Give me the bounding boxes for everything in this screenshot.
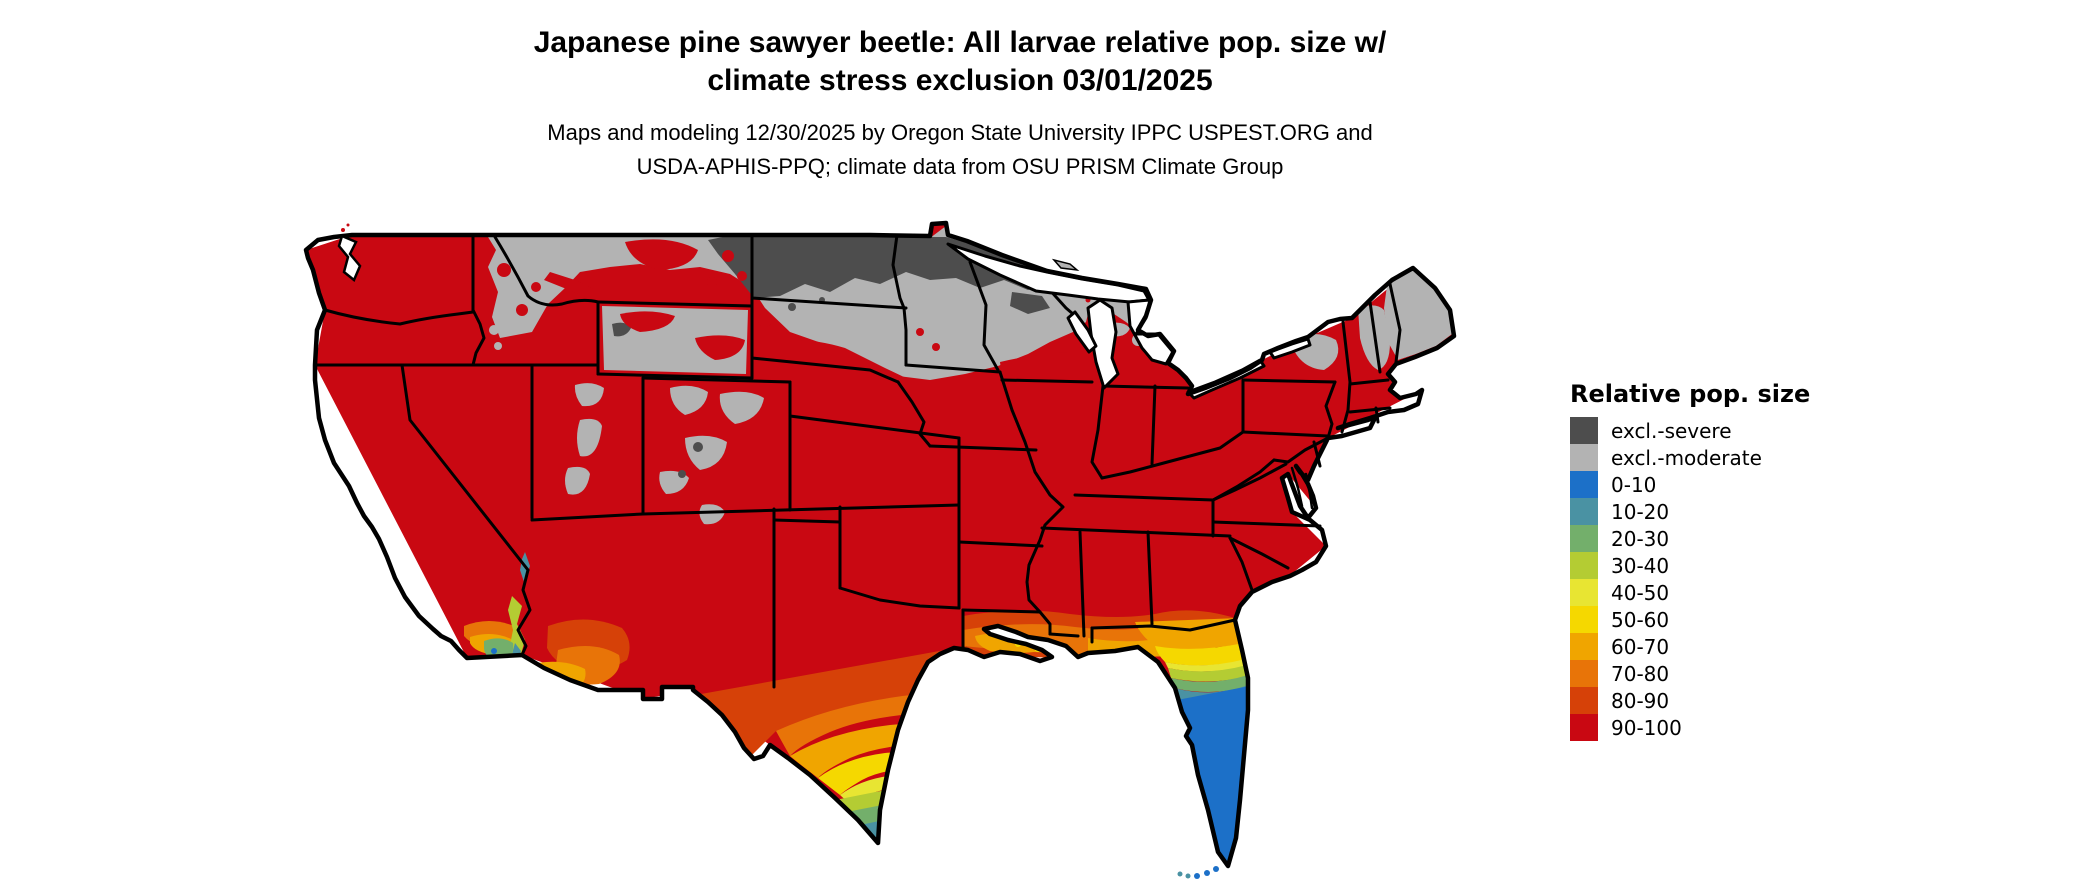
legend-swatch (1570, 498, 1598, 525)
region-fl-50-60 (1155, 643, 1246, 666)
san-juan-islands (341, 223, 350, 232)
region-excl-severe-wisconsin (1010, 292, 1050, 314)
legend-label: excl.-severe (1611, 418, 1732, 443)
region-fl-60-70 (1135, 618, 1244, 649)
legend-label: 70-80 (1611, 661, 1670, 686)
region-yuma-60-70 (528, 661, 586, 694)
legend-label: 0-10 (1611, 472, 1657, 497)
legend-swatch (1570, 417, 1598, 444)
region-tx-coast-50-60 (926, 716, 934, 724)
region-gray-utah-3 (565, 466, 590, 495)
legend-item: 20-30 (1570, 525, 1900, 552)
legend-swatch (1570, 633, 1598, 660)
legend-item: 10-20 (1570, 498, 1900, 525)
us-risk-map (230, 210, 1470, 890)
region-gray-oregon-2 (494, 342, 502, 350)
legend-items: excl.-severe excl.-moderate 0-10 10-20 20-30… (1570, 417, 1900, 741)
region-gray-colorado-2 (719, 391, 764, 424)
region-fl-20-30 (1171, 675, 1248, 693)
legend-swatch (1570, 552, 1598, 579)
subtitle-line-1: Maps and modeling 12/30/2025 by Oregon S… (547, 120, 1373, 145)
us-map-svg (303, 220, 1457, 879)
legend-title: Relative pop. size (1570, 380, 1811, 408)
legend-item: 40-50 (1570, 579, 1900, 606)
legend-label: 60-70 (1611, 634, 1670, 659)
puget-sound (337, 234, 362, 283)
legend-label: 20-30 (1611, 526, 1670, 551)
legend-swatch (1570, 714, 1598, 741)
map-subtitle: Maps and modeling 12/30/2025 by Oregon S… (230, 116, 1690, 184)
us-outline (303, 220, 1457, 869)
legend-item: 60-70 (1570, 633, 1900, 660)
region-fl-30-40 (1168, 665, 1248, 682)
legend-label: 40-50 (1611, 580, 1670, 605)
legend-swatch (1570, 471, 1598, 498)
legend-item: 30-40 (1570, 552, 1900, 579)
subtitle-line-2: USDA-APHIS-PPQ; climate data from OSU PR… (636, 154, 1284, 179)
legend-swatch (1570, 660, 1598, 687)
legend-label: 80-90 (1611, 688, 1670, 713)
legend: Relative pop. size excl.-severe excl.-mod… (1570, 380, 1900, 741)
legend-item: 80-90 (1570, 687, 1900, 714)
state-borders (313, 233, 1402, 689)
legend-label: excl.-moderate (1611, 445, 1762, 470)
region-gray-colorado-1 (670, 385, 708, 415)
legend-item: excl.-moderate (1570, 444, 1900, 471)
region-gray-utah-1 (574, 383, 604, 407)
region-severe-speck-3 (693, 442, 703, 452)
region-excl-severe-wyoming-spot (612, 322, 631, 337)
legend-item: 70-80 (1570, 660, 1900, 687)
region-tx-coast-70-80 (930, 662, 963, 690)
legend-label: 10-20 (1611, 499, 1670, 524)
legend-label: 30-40 (1611, 553, 1670, 578)
legend-item: 0-10 (1570, 471, 1900, 498)
legend-swatch (1570, 687, 1598, 714)
legend-item: 90-100 (1570, 714, 1900, 741)
region-imperial-0-10 (491, 648, 497, 654)
region-gray-maine (1384, 270, 1452, 360)
region-gray-utah-2 (577, 418, 602, 457)
map-title: Japanese pine sawyer beetle: All larvae … (230, 24, 1690, 100)
legend-item: 50-60 (1570, 606, 1900, 633)
florida-keys (1177, 866, 1219, 879)
legend-swatch (1570, 579, 1598, 606)
legend-swatch (1570, 444, 1598, 471)
green-bay (1066, 310, 1098, 354)
legend-swatch (1570, 525, 1598, 552)
region-tx-coast-60-70 (920, 692, 946, 714)
region-tx-0-10 (830, 825, 935, 866)
legend-label: 50-60 (1611, 607, 1670, 632)
region-severe-speck-1 (788, 303, 796, 311)
region-severe-speck-4 (678, 470, 686, 478)
legend-item: excl.-severe (1570, 417, 1900, 444)
region-tx-80-90 (690, 646, 967, 756)
region-gray-new-mexico (699, 504, 725, 525)
isle-royale (1051, 258, 1080, 272)
region-gray-oregon-1 (489, 325, 499, 335)
legend-label: 90-100 (1611, 715, 1682, 740)
region-excl-severe-nd-mn (708, 231, 1050, 298)
chesapeake-bay-inlets (1290, 466, 1314, 510)
legend-swatch (1570, 606, 1598, 633)
title-line-2: climate stress exclusion 03/01/2025 (707, 64, 1213, 97)
region-fl-40-50 (1165, 659, 1247, 672)
title-line-1: Japanese pine sawyer beetle: All larvae … (533, 26, 1387, 59)
